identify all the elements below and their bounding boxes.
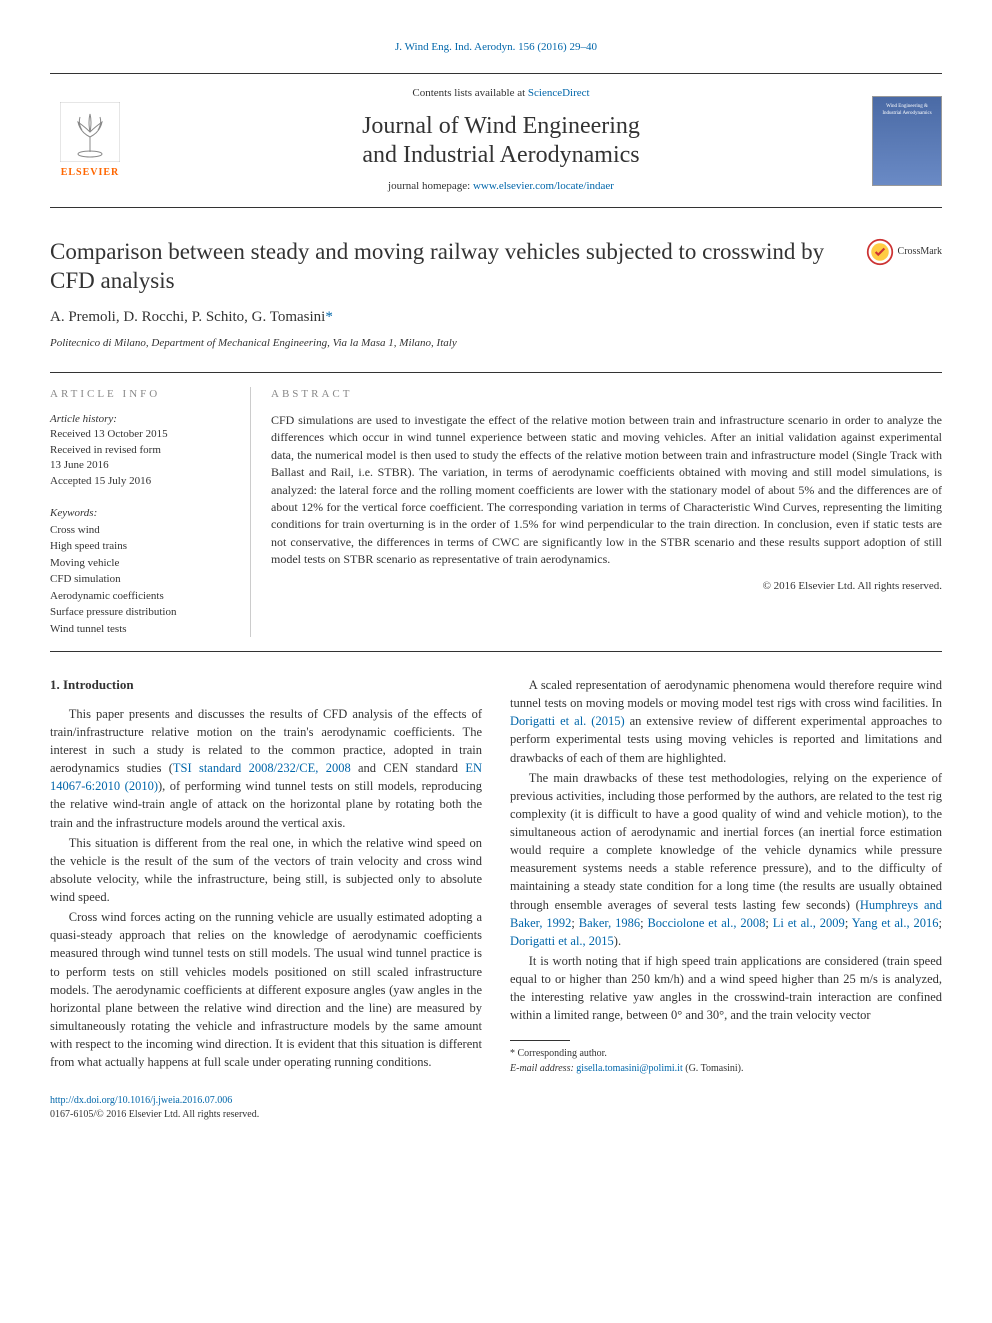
abstract-text: CFD simulations are used to investigate …	[271, 412, 942, 569]
section-title: Introduction	[63, 677, 134, 692]
abstract-copyright: © 2016 Elsevier Ltd. All rights reserved…	[271, 579, 942, 594]
article-history: Article history: Received 13 October 201…	[50, 412, 230, 489]
ref-link[interactable]: TSI standard 2008/232/CE, 2008	[173, 761, 351, 775]
keyword: High speed trains	[50, 538, 230, 555]
ref-link[interactable]: Baker, 1986	[579, 916, 640, 930]
ref-link[interactable]: Yang et al., 2016	[852, 916, 939, 930]
keywords-block: Keywords: Cross wind High speed trains M…	[50, 505, 230, 637]
keyword: Aerodynamic coefficients	[50, 588, 230, 605]
ref-link[interactable]: Dorigatti et al., 2015	[510, 934, 614, 948]
body-paragraph: Cross wind forces acting on the running …	[50, 908, 482, 1071]
homepage-label: journal homepage:	[388, 180, 473, 192]
article-info-column: article info Article history: Received 1…	[50, 387, 250, 637]
corresponding-note: * Corresponding author.	[510, 1047, 942, 1062]
article-title-row: Comparison between steady and moving rai…	[50, 238, 942, 296]
ref-link[interactable]: Dorigatti et al. (2015)	[510, 714, 625, 728]
abstract-column: abstract CFD simulations are used to inv…	[250, 387, 942, 637]
email-label: E-mail address:	[510, 1063, 576, 1074]
crossmark-badge[interactable]: CrossMark	[866, 238, 942, 266]
history-line: 13 June 2016	[50, 458, 230, 473]
authors-names: A. Premoli, D. Rocchi, P. Schito, G. Tom…	[50, 309, 325, 325]
body-paragraph: This paper presents and discusses the re…	[50, 705, 482, 832]
body-paragraph: It is worth noting that if high speed tr…	[510, 952, 942, 1025]
page-footer: http://dx.doi.org/10.1016/j.jweia.2016.0…	[50, 1094, 942, 1122]
journal-title-line2: and Industrial Aerodynamics	[362, 142, 639, 168]
history-line: Received in revised form	[50, 443, 230, 458]
journal-reference: J. Wind Eng. Ind. Aerodyn. 156 (2016) 29…	[50, 40, 942, 55]
keyword: Cross wind	[50, 522, 230, 539]
section-heading-1: 1. Introduction	[50, 676, 482, 695]
journal-ref-link[interactable]: J. Wind Eng. Ind. Aerodyn. 156 (2016) 29…	[395, 41, 597, 53]
body-paragraph: The main drawbacks of these test methodo…	[510, 769, 942, 950]
article-title: Comparison between steady and moving rai…	[50, 238, 866, 296]
elsevier-tree-icon	[60, 102, 120, 162]
footnote-separator	[510, 1040, 570, 1041]
journal-header: ELSEVIER Contents lists available at Sci…	[50, 73, 942, 207]
sciencedirect-link[interactable]: ScienceDirect	[528, 87, 590, 99]
contents-available-line: Contents lists available at ScienceDirec…	[150, 86, 852, 101]
article-info-heading: article info	[50, 387, 230, 402]
history-line: Accepted 15 July 2016	[50, 474, 230, 489]
keywords-label: Keywords:	[50, 505, 230, 522]
affiliation: Politecnico di Milano, Department of Mec…	[50, 336, 942, 351]
abstract-heading: abstract	[271, 387, 942, 402]
contents-available-text: Contents lists available at	[412, 87, 527, 99]
authors-line: A. Premoli, D. Rocchi, P. Schito, G. Tom…	[50, 307, 942, 328]
crossmark-icon	[866, 238, 894, 266]
keyword: Moving vehicle	[50, 555, 230, 572]
journal-title-line1: Journal of Wind Engineering	[362, 113, 640, 139]
corresponding-marker: *	[325, 309, 333, 325]
journal-title: Journal of Wind Engineering and Industri…	[150, 112, 852, 170]
keyword: Wind tunnel tests	[50, 621, 230, 638]
journal-cover-thumbnail: Wind Engineering & Industrial Aerodynami…	[872, 96, 942, 186]
crossmark-label: CrossMark	[898, 245, 942, 259]
ref-link[interactable]: Li et al., 2009	[773, 916, 845, 930]
issn-copyright: 0167-6105/© 2016 Elsevier Ltd. All right…	[50, 1108, 942, 1122]
journal-homepage-line: journal homepage: www.elsevier.com/locat…	[150, 179, 852, 194]
email-who: (G. Tomasini).	[683, 1063, 744, 1074]
cover-caption: Wind Engineering & Industrial Aerodynami…	[877, 103, 937, 117]
publisher-name: ELSEVIER	[61, 166, 120, 180]
footnotes: * Corresponding author. E-mail address: …	[510, 1047, 942, 1076]
keyword: CFD simulation	[50, 571, 230, 588]
ref-link[interactable]: Bocciolone et al., 2008	[647, 916, 765, 930]
keyword: Surface pressure distribution	[50, 604, 230, 621]
doi-link[interactable]: http://dx.doi.org/10.1016/j.jweia.2016.0…	[50, 1095, 232, 1106]
history-line: Received 13 October 2015	[50, 427, 230, 442]
body-paragraph: A scaled representation of aerodynamic p…	[510, 676, 942, 767]
corresponding-email[interactable]: gisella.tomasini@polimi.it	[576, 1063, 682, 1074]
journal-header-center: Contents lists available at ScienceDirec…	[130, 86, 872, 194]
history-label: Article history:	[50, 412, 230, 427]
publisher-logo: ELSEVIER	[50, 96, 130, 186]
homepage-link[interactable]: www.elsevier.com/locate/indaer	[473, 180, 614, 192]
section-number: 1.	[50, 677, 60, 692]
email-line: E-mail address: gisella.tomasini@polimi.…	[510, 1062, 942, 1077]
article-body: 1. Introduction This paper presents and …	[50, 676, 942, 1076]
info-abstract-row: article info Article history: Received 1…	[50, 372, 942, 652]
body-paragraph: This situation is different from the rea…	[50, 834, 482, 907]
